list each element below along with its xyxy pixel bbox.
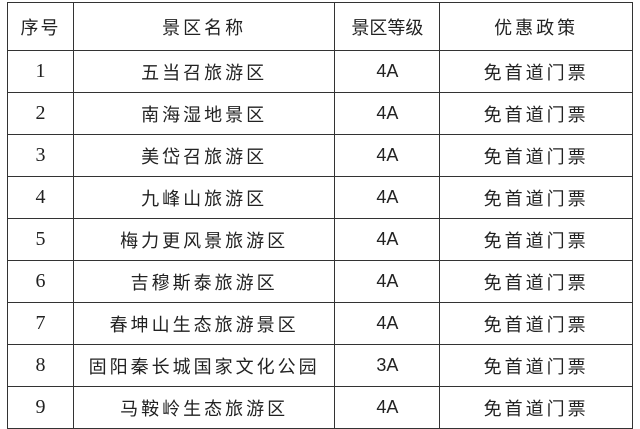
cell-level: 4A [334, 50, 441, 93]
cell-name: 马鞍岭生态旅游区 [72, 386, 336, 429]
cell-policy: 免首道门票 [439, 302, 633, 345]
cell-policy: 免首道门票 [439, 218, 633, 261]
cell-level: 4A [334, 218, 441, 261]
cell-number: 2 [7, 92, 74, 135]
table-row: 3 美岱召旅游区 4A 免首道门票 [7, 134, 633, 177]
table-row: 5 梅力更风景旅游区 4A 免首道门票 [7, 218, 633, 261]
table-row: 6 吉穆斯泰旅游区 4A 免首道门票 [7, 260, 633, 303]
cell-number: 5 [7, 218, 74, 261]
cell-name: 美岱召旅游区 [72, 134, 336, 177]
table-row: 9 马鞍岭生态旅游区 4A 免首道门票 [7, 386, 633, 429]
cell-policy: 免首道门票 [439, 134, 633, 177]
cell-level: 4A [334, 134, 441, 177]
cell-name: 固阳秦长城国家文化公园 [72, 344, 336, 387]
cell-number: 3 [7, 134, 74, 177]
cell-level: 4A [334, 386, 441, 429]
header-level: 景区等级 [334, 2, 441, 51]
cell-number: 6 [7, 260, 74, 303]
cell-level: 4A [334, 176, 441, 219]
cell-name: 南海湿地景区 [72, 92, 336, 135]
cell-policy: 免首道门票 [439, 176, 633, 219]
cell-name: 五当召旅游区 [72, 50, 336, 93]
cell-policy: 免首道门票 [439, 92, 633, 135]
header-policy: 优惠政策 [439, 2, 633, 51]
cell-policy: 免首道门票 [439, 386, 633, 429]
cell-level: 3A [334, 344, 441, 387]
table-row: 2 南海湿地景区 4A 免首道门票 [7, 92, 633, 135]
table-row: 1 五当召旅游区 4A 免首道门票 [7, 50, 633, 93]
cell-name: 梅力更风景旅游区 [72, 218, 336, 261]
cell-name: 九峰山旅游区 [72, 176, 336, 219]
cell-policy: 免首道门票 [439, 50, 633, 93]
cell-number: 9 [7, 386, 74, 429]
cell-policy: 免首道门票 [439, 260, 633, 303]
header-number: 序号 [7, 2, 74, 51]
cell-name: 吉穆斯泰旅游区 [72, 260, 336, 303]
table-row: 4 九峰山旅游区 4A 免首道门票 [7, 176, 633, 219]
cell-number: 4 [7, 176, 74, 219]
scenic-area-table: 序号 景区名称 景区等级 优惠政策 1 五当召旅游区 4A 免首道门票 2 南海湿地景区 4… [7, 2, 633, 429]
header-name: 景区名称 [72, 2, 336, 51]
cell-level: 4A [334, 92, 441, 135]
table-row: 7 春坤山生态旅游景区 4A 免首道门票 [7, 302, 633, 345]
cell-level: 4A [334, 302, 441, 345]
cell-name: 春坤山生态旅游景区 [72, 302, 336, 345]
cell-level: 4A [334, 260, 441, 303]
header-row: 序号 景区名称 景区等级 优惠政策 [7, 2, 633, 51]
cell-number: 7 [7, 302, 74, 345]
cell-policy: 免首道门票 [439, 344, 633, 387]
cell-number: 1 [7, 50, 74, 93]
cell-number: 8 [7, 344, 74, 387]
table-row: 8 固阳秦长城国家文化公园 3A 免首道门票 [7, 344, 633, 387]
